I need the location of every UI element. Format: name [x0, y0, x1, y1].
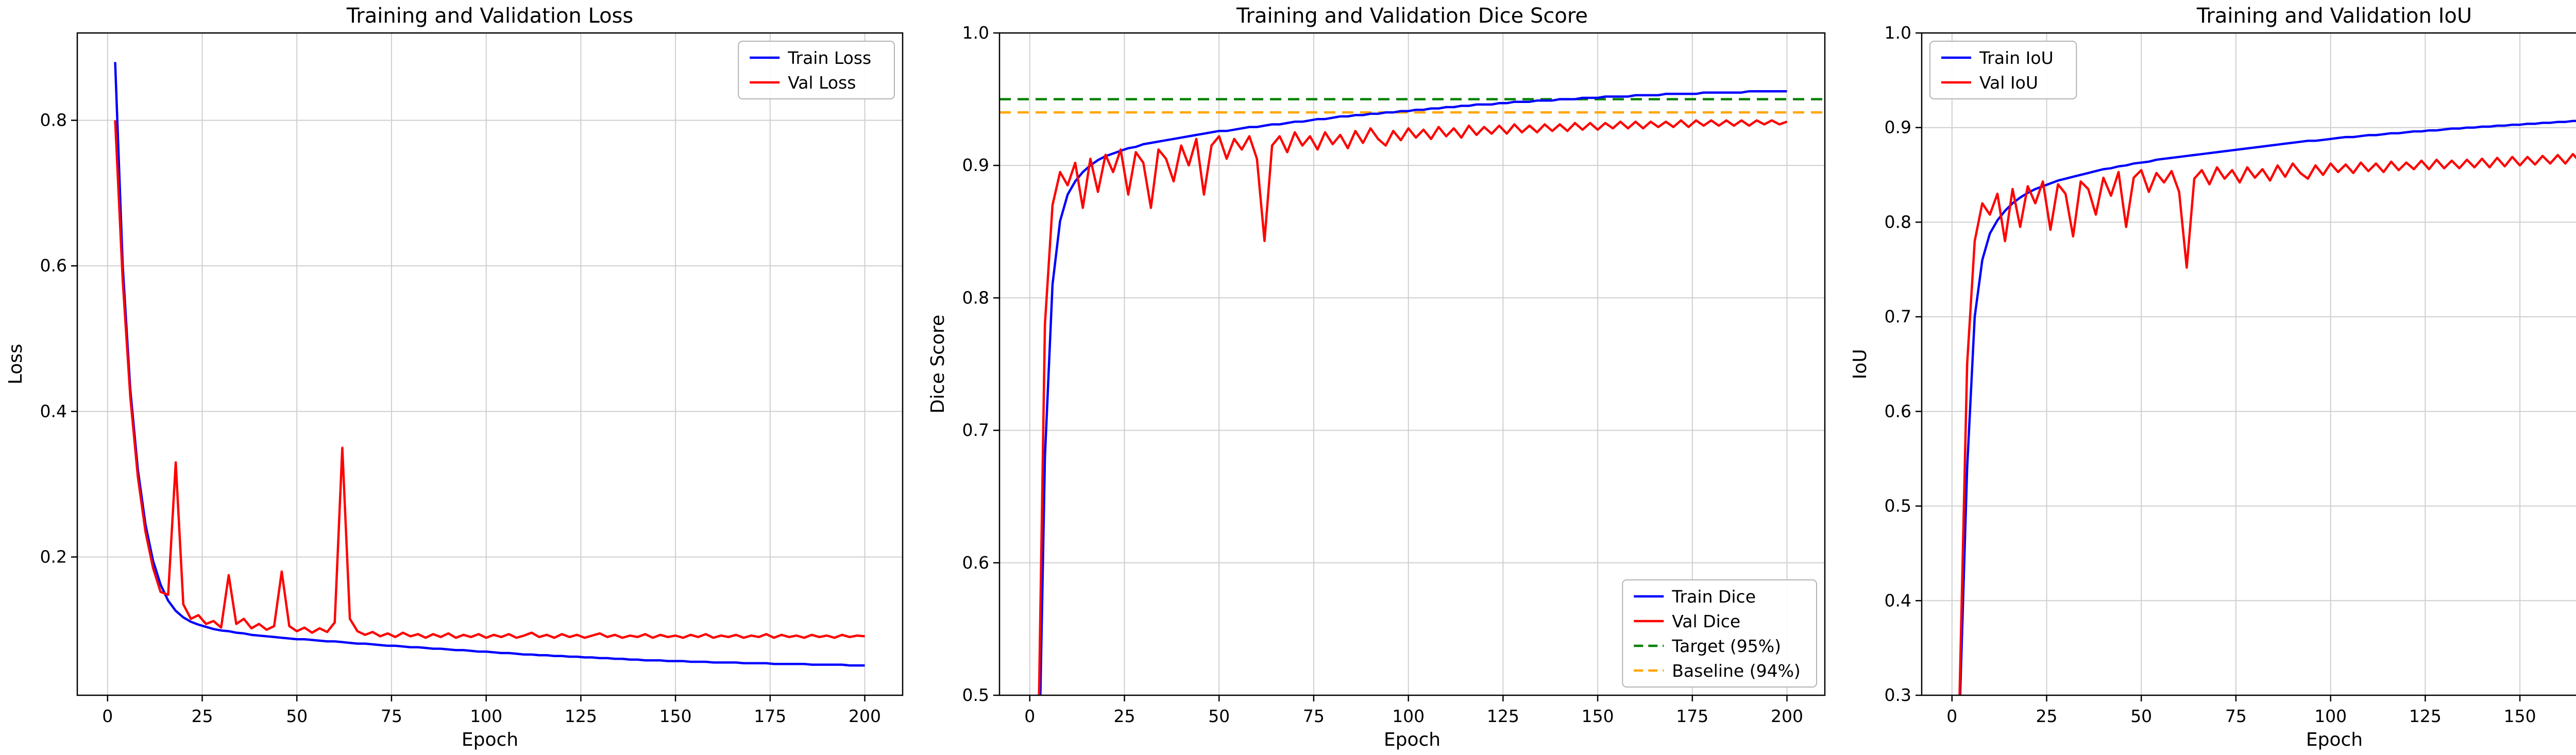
chart-canvas: 0 25 50 75 100 125 150 175 200 0.2 0.4 0.6 0.8 Traini… [5, 4, 904, 750]
y-tick-label: 0.9 [962, 155, 989, 175]
x-tick-label: 100 [2314, 706, 2347, 726]
x-tick-label: 125 [1487, 706, 1519, 726]
x-tick-label: 50 [1208, 706, 1230, 726]
series-val-iou [1958, 152, 2576, 695]
series-val-loss [114, 120, 865, 639]
legend-box [1929, 41, 2077, 99]
legend: Train IoU Val IoU [1929, 41, 2077, 99]
x-tick-label: 175 [754, 706, 786, 726]
x-tick-label: 75 [381, 706, 402, 726]
plot-border [76, 32, 904, 696]
legend: Train Dice Val Dice Target (95%) Baseline (… [1622, 579, 1818, 688]
x-tick-label: 125 [565, 706, 597, 726]
series-val-dice [1038, 119, 1788, 695]
chart-title: Training and Validation IoU [2196, 4, 2472, 28]
x-axis-label: Epoch [2306, 729, 2363, 750]
x-tick-label: 150 [2504, 706, 2536, 726]
series-train-iou [1959, 119, 2576, 695]
y-axis-label: Dice Score [927, 315, 948, 414]
y-tick-label: 0.3 [1885, 685, 1911, 705]
legend: Train Loss Val Loss [738, 41, 895, 99]
y-tick-label: 0.6 [962, 553, 989, 573]
chart-title: Training and Validation Dice Score [1236, 4, 1588, 28]
y-axis-label: Loss [5, 344, 26, 385]
y-tick-label: 1.0 [1885, 23, 1911, 43]
y-tick-label: 0.5 [962, 685, 989, 705]
series-train-loss [114, 62, 865, 667]
x-tick-label: 150 [659, 706, 692, 726]
legend-box [738, 41, 895, 99]
y-tick-label: 0.8 [1885, 212, 1911, 232]
y-tick-label: 0.5 [1885, 496, 1911, 516]
x-tick-label: 0 [1024, 706, 1035, 726]
series-train-dice [1039, 90, 1787, 695]
x-tick-label: 150 [1582, 706, 1614, 726]
chart-canvas: 0 25 50 75 100 125 150 175 200 0.5 0.6 0.7 0.8 0.9 1.0… [927, 4, 1826, 750]
legend-label: Baseline (94%) [1672, 661, 1801, 681]
legend-label: Val IoU [1979, 73, 2038, 93]
y-tick-label: 1.0 [962, 23, 989, 43]
x-tick-label: 100 [1392, 706, 1425, 726]
y-tick-label: 0.2 [40, 547, 67, 567]
x-tick-label: 25 [192, 706, 213, 726]
y-axis-label: IoU [1850, 349, 1871, 380]
y-tick-label: 0.6 [1885, 401, 1911, 421]
y-tick-label: 0.7 [962, 420, 989, 440]
y-tick-label: 0.6 [40, 255, 67, 276]
legend-label: Val Dice [1672, 611, 1740, 631]
legend-label: Train Dice [1671, 587, 1756, 607]
plot-border [998, 32, 1826, 696]
x-tick-label: 200 [1771, 706, 1803, 726]
legend-box [1622, 579, 1818, 688]
loss-chart: 0 25 50 75 100 125 150 175 200 0.2 0.4 0.6 0.8 Traini… [0, 0, 922, 755]
x-tick-label: 75 [1303, 706, 1325, 726]
x-tick-label: 50 [286, 706, 308, 726]
legend-label: Train Loss [787, 48, 871, 68]
y-tick-label: 0.7 [1885, 306, 1911, 327]
y-tick-label: 0.8 [962, 287, 989, 307]
x-tick-label: 25 [2036, 706, 2058, 726]
y-tick-label: 0.4 [40, 401, 67, 421]
y-tick-label: 0.8 [40, 110, 67, 130]
dice-score-chart: 0 25 50 75 100 125 150 175 200 0.5 0.6 0.7 0.8 0.9 1.0… [922, 0, 1844, 755]
x-tick-label: 75 [2225, 706, 2247, 726]
x-tick-label: 25 [1114, 706, 1136, 726]
legend-label: Target (95%) [1671, 636, 1781, 656]
x-tick-label: 50 [2130, 706, 2152, 726]
x-tick-label: 200 [849, 706, 881, 726]
legend-label: Val Loss [788, 73, 856, 93]
x-tick-label: 175 [1676, 706, 1708, 726]
legend-label: Train IoU [1979, 48, 2054, 68]
chart-title: Training and Validation Loss [346, 4, 633, 28]
plot-border [1921, 32, 2576, 696]
x-axis-label: Epoch [462, 729, 518, 750]
x-axis-label: Epoch [1384, 729, 1440, 750]
x-tick-label: 0 [1946, 706, 1957, 726]
iou-chart: 02550751001251501752000.30.40.50.60.70.8… [1844, 0, 2576, 755]
x-tick-label: 100 [470, 706, 502, 726]
x-tick-label: 125 [2409, 706, 2442, 726]
chart-canvas: 02550751001251501752000.30.40.50.60.70.8… [1850, 4, 2576, 750]
x-tick-label: 0 [102, 706, 113, 726]
y-tick-label: 0.4 [1885, 590, 1911, 610]
y-tick-label: 0.9 [1885, 117, 1911, 138]
